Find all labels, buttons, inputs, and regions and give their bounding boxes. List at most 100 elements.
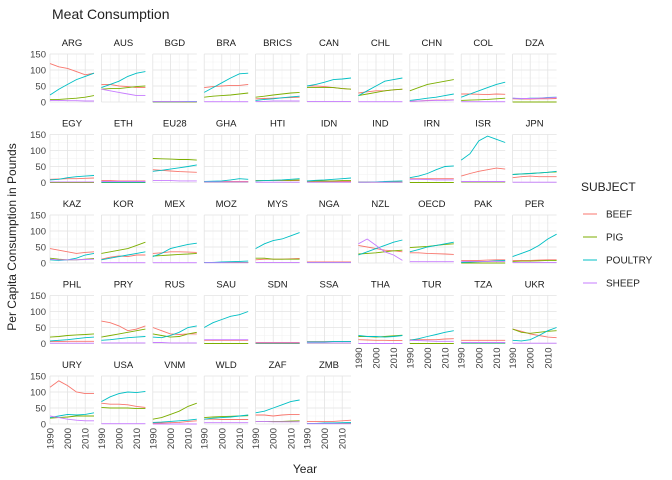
series-line-poultry [49,72,95,96]
panel-egy: EGY 0 50 100 150 [30,119,95,189]
x-tick-label: 2000 [372,348,383,369]
series-line-beef [461,167,506,177]
y-tick-label: 100 [30,387,46,398]
series-line-poultry [255,232,300,249]
panel-wld: WLD 1990 2000 2010 [200,360,249,449]
series-line-sheep [49,258,95,261]
series-line-beef [255,413,300,417]
x-tick-label: 1990 [303,428,314,449]
series-line-poultry [306,177,352,182]
panel-strip-label: CHL [371,38,390,49]
series-line-beef [101,320,146,332]
x-tick-label: 2010 [492,348,503,369]
panel-strip-label: MEX [165,199,186,210]
panel-oecd: OECD [409,199,454,264]
panel-strip-label: ETH [114,119,133,130]
series-line-poultry [358,335,403,338]
series-line-pig [101,406,146,410]
series-line-pig [152,158,197,161]
panel-strip-label: SAU [216,280,236,291]
x-tick-label: 1990 [200,428,211,449]
series-line-poultry [101,251,146,261]
panel-idn: IDN [306,119,352,183]
x-tick-label: 1990 [46,428,57,449]
panel-irn: IRN [409,119,454,183]
x-tick-label: 2010 [286,428,297,449]
series-line-poultry [255,95,300,101]
series-line-poultry [306,77,352,87]
y-tick-label: 50 [35,403,46,414]
panel-strip-label: ARG [62,38,83,49]
series-line-pig [101,328,146,338]
y-tick-label: 150 [30,49,46,60]
series-line-poultry [204,178,249,182]
legend-label-sheep: SHEEP [606,279,640,290]
x-tick-label: 2010 [543,348,554,369]
panel-hti: HTI [255,119,300,183]
y-tick-label: 150 [30,291,46,302]
series-line-sheep [50,99,94,102]
series-line-beef [512,175,557,179]
series-line-beef [461,93,506,96]
panel-usa: USA 1990 2000 2010 [97,360,146,449]
panel-sau: SAU [203,280,249,344]
panel-strip-label: PHL [63,280,81,291]
series-line-poultry [409,330,454,341]
panel-strip-label: IND [372,119,389,130]
series-line-beef [512,259,557,261]
x-tick-label: 2010 [338,428,349,449]
panel-strip-label: CAN [319,38,339,49]
panel-pak: PAK [460,199,506,264]
panel-sdn: SDN [255,280,300,344]
x-tick-label: 1990 [457,348,468,369]
panel-strip-label: PRY [114,280,134,291]
y-tick-label: 100 [30,65,46,76]
series-line-pig [50,95,95,100]
series-line-poultry [512,233,557,258]
series-line-poultry [152,242,197,258]
panel-strip-label: GHA [216,119,237,130]
series-line-poultry [512,327,557,342]
series-line-sheep [101,88,146,97]
panel-strip-label: OECD [418,199,446,210]
series-line-poultry [409,241,454,253]
series-line-sheep [49,415,94,422]
series-line-pig [306,180,351,182]
series-line-beef [101,402,146,408]
panel-strip-label: UKR [525,280,545,291]
series-line-pig [101,85,146,90]
panel-strip-label: KAZ [63,199,82,210]
series-line-beef [49,63,95,76]
series-line-poultry [461,81,506,98]
series-line-sheep [409,339,454,342]
x-tick-label: 2000 [320,428,331,449]
panel-strip-label: ZAF [269,360,287,371]
series-line-poultry [460,135,506,161]
panel-bgd: BGD [152,38,197,103]
panel-strip-label: BRICS [263,38,292,49]
y-tick-label: 50 [35,162,46,173]
series-line-poultry [101,390,146,402]
x-tick-label: 2000 [115,428,126,449]
y-tick-label: 0 [41,97,46,108]
series-line-poultry [49,252,95,261]
panel-can: CAN [306,38,352,103]
panel-dza: DZA [512,38,557,103]
x-tick-label: 1990 [148,428,159,449]
y-tick-label: 50 [35,323,46,334]
y-tick-label: 0 [41,419,46,430]
series-line-pig [101,241,146,254]
panel-strip-label: NGA [319,199,340,210]
y-tick-label: 150 [30,210,46,221]
series-line-beef [409,338,454,341]
panel-pry: PRY [101,280,146,344]
panel-arg: ARG 0 50 100 150 [30,38,95,108]
y-tick-label: 100 [30,226,46,237]
panel-tha: THA 1990 2000 2010 [354,280,403,369]
series-line-pig [358,88,403,97]
series-line-beef [204,83,249,89]
series-line-poultry [512,170,557,175]
y-tick-label: 0 [41,339,46,350]
x-tick-label: 2000 [423,348,434,369]
y-tick-label: 50 [35,242,46,253]
